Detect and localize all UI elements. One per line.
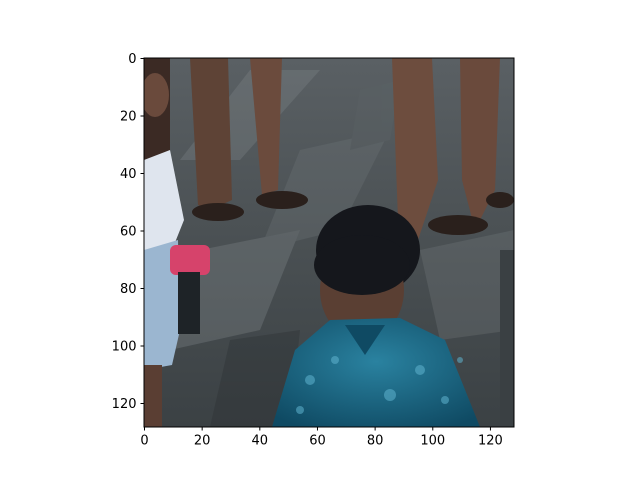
x-tick-label: 20: [194, 434, 211, 449]
left-person: [144, 58, 210, 427]
x-tick-label: 100: [420, 434, 445, 449]
x-tick-label: 60: [309, 434, 326, 449]
pixel-image: [144, 58, 514, 427]
y-tick-label: 120: [112, 397, 137, 412]
y-tick-label: 40: [120, 167, 137, 182]
x-axis: 0 20 40 60 80 100 120: [140, 426, 503, 449]
y-tick-label: 0: [128, 52, 136, 67]
axes-frame: [143, 57, 515, 428]
y-tick-label: 80: [120, 282, 137, 297]
y-tick-label: 20: [120, 110, 137, 125]
foreground-boy: [272, 205, 480, 427]
x-tick-label: 120: [478, 434, 503, 449]
y-tick-label: 100: [112, 340, 137, 355]
x-tick-label: 0: [140, 434, 148, 449]
y-axis: 0 20 40 60 80 100 120: [112, 52, 145, 412]
x-tick-label: 80: [367, 434, 384, 449]
background-legs: [190, 58, 514, 240]
x-tick-label: 40: [252, 434, 269, 449]
right-edge-shadow: [500, 250, 514, 427]
y-tick-label: 60: [120, 225, 137, 240]
